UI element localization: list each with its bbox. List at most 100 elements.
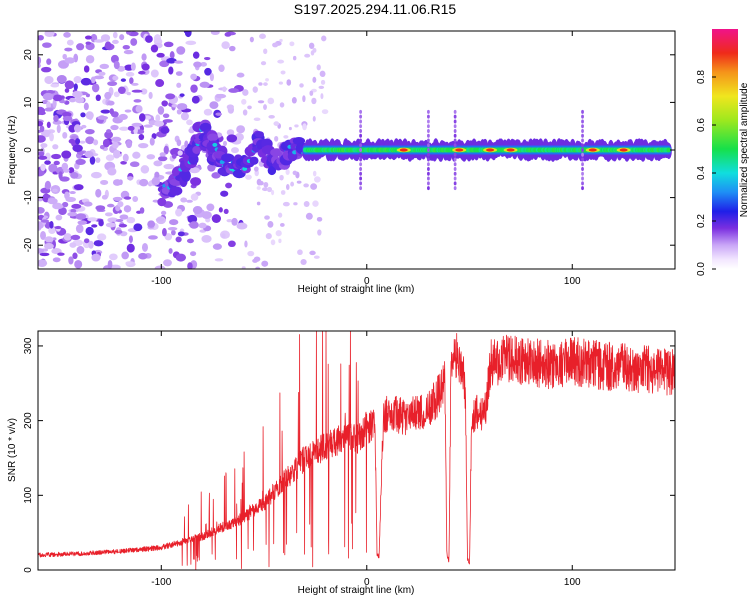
spectrogram-cell — [619, 148, 628, 152]
spectrogram-cell — [310, 50, 315, 56]
spectrogram-cell — [176, 139, 182, 147]
spectrogram-cell — [91, 224, 98, 228]
spectrogram-cell — [131, 122, 143, 127]
spectrogram-cell — [201, 234, 212, 243]
spectrogram-cell — [169, 186, 183, 196]
spectrogram-cell — [80, 77, 92, 86]
spectrogram-cell — [175, 208, 183, 217]
spectrogram-cell — [275, 230, 282, 237]
spectrogram-cell — [95, 94, 101, 102]
spectrogram-cell — [252, 86, 258, 93]
spectrogram-cell — [311, 97, 317, 105]
spectrogram-cell — [160, 126, 170, 134]
spectrogram-cell — [126, 216, 136, 224]
spectrogram-cell — [154, 265, 166, 269]
spectrogram-cell — [67, 212, 78, 217]
spectrogram-cell — [581, 133, 584, 138]
colorbar-tick-label: 0.2 — [696, 214, 707, 228]
spectrogram-cell — [267, 166, 277, 176]
spectrogram-cell — [186, 199, 193, 203]
spectrogram-cell — [292, 170, 298, 176]
spectrogram-cell — [155, 114, 161, 122]
spectrogram-cell — [159, 152, 166, 157]
spectrogram-cell — [312, 200, 319, 207]
spectrogram-cell — [132, 195, 139, 203]
spectrogram-y-axis-label: Frequency (Hz) — [7, 116, 18, 185]
spectrogram-cell — [38, 151, 45, 157]
spectrogram-cell — [180, 197, 188, 203]
spectrogram-cell — [256, 201, 261, 206]
spectrogram-cell — [215, 112, 222, 116]
spectrogram-cell — [126, 31, 132, 35]
spectrogram-cell — [258, 82, 263, 86]
spectrogram-cell — [42, 92, 54, 101]
spectrogram-cell — [309, 250, 316, 256]
spectrogram-cell — [174, 60, 184, 64]
spectrogram-cell — [296, 180, 302, 184]
spectrogram-cell — [234, 133, 244, 142]
spectrogram-cell — [68, 138, 76, 144]
spectrogram-cell — [125, 261, 134, 265]
spectrogram-cell — [189, 167, 200, 174]
spectrogram-cell — [104, 212, 113, 217]
spectrogram-cell — [186, 238, 194, 244]
spectrogram-cell — [104, 131, 114, 139]
snr-frame — [37, 330, 676, 571]
snr-ytick-label: 300 — [23, 337, 34, 354]
spectrogram-cell — [58, 171, 63, 180]
spectrogram-cell — [190, 193, 199, 201]
spectrogram-cell — [138, 252, 148, 260]
spectrogram-cell — [292, 55, 297, 61]
spectrogram-cell — [192, 51, 200, 59]
spectrogram-cell — [73, 76, 82, 84]
spectrogram-cell — [91, 83, 100, 93]
spectrogram-cell — [294, 124, 299, 128]
spectrogram-cell — [171, 154, 177, 159]
spectrogram-cell — [107, 100, 115, 106]
spectrogram-cell — [453, 167, 457, 172]
spectrogram-cell — [278, 238, 282, 244]
spectrogram-cell — [359, 186, 363, 191]
spectrogram-cell — [105, 154, 115, 161]
spectrogram-cell — [359, 119, 363, 124]
spectrogram-cell — [113, 91, 120, 98]
spectrogram-cell — [52, 98, 57, 108]
spectrogram-cell — [210, 31, 220, 36]
spectrogram-cell — [280, 70, 286, 75]
spectrogram-cell — [114, 229, 123, 234]
spectrogram-cell — [163, 41, 174, 48]
spectrogram-cell — [581, 114, 584, 119]
spectrogram-cell — [58, 207, 67, 216]
spectrogram-cell — [286, 79, 292, 86]
spectrogram-cell — [280, 190, 286, 195]
spectrogram-cell — [453, 128, 457, 133]
snr-xtick-label: 100 — [564, 577, 581, 588]
spectrogram-cell — [427, 152, 430, 157]
spectrogram-cell — [280, 222, 285, 227]
spectrogram-cell — [100, 34, 111, 42]
spectrogram-cell — [84, 238, 90, 244]
spectrogram-cell — [56, 124, 61, 134]
spectrogram-cell — [65, 196, 77, 203]
spectrogram-cell — [130, 38, 138, 46]
spectrogram-cell — [313, 176, 321, 183]
spectrogram-cell — [453, 181, 457, 186]
spectrogram-cell — [203, 108, 213, 116]
spectrogram-cell — [160, 210, 167, 216]
spectrogram-cell — [131, 89, 143, 93]
spectrogram-cell — [278, 81, 283, 85]
spectrogram-cell — [141, 63, 150, 71]
spectrogram-cell — [93, 75, 105, 80]
snr-ytick-label: 100 — [23, 487, 34, 504]
spectrogram-cell — [199, 81, 210, 88]
spectrogram-cell — [74, 260, 83, 269]
spectrogram-cell — [198, 222, 207, 229]
spectrogram-cell — [359, 114, 363, 119]
spectrogram-cell — [359, 138, 363, 143]
spectrogram-cell — [581, 157, 584, 162]
spectrogram-cell — [288, 126, 292, 131]
spectrogram-cell — [85, 55, 95, 64]
spectrogram-cell — [131, 82, 139, 86]
snr-panel: -100 0 100 0 100 200 300 Height of straight li… — [7, 330, 676, 596]
spectrogram-cell — [427, 176, 430, 181]
